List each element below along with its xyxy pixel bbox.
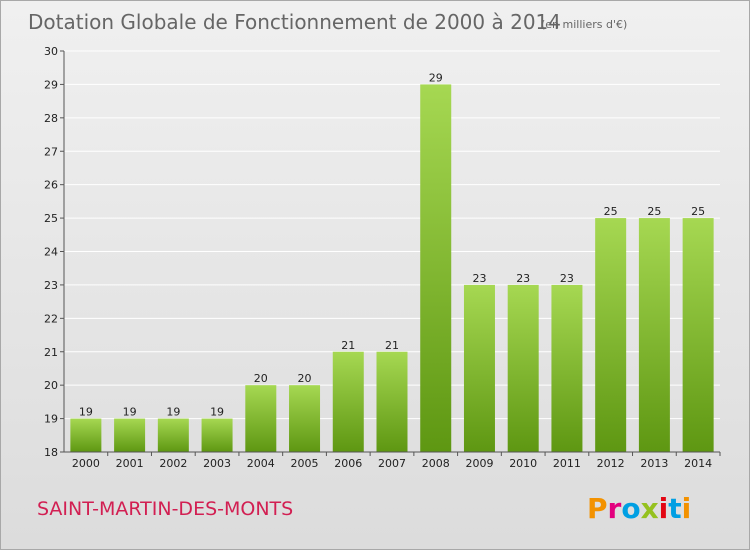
x-axis-ticks: 2000 2001 2002 2003 2004 2005 2006 2007 2008 2009… [72, 452, 721, 470]
y-tick-label: 25 [44, 212, 58, 225]
bar [420, 84, 452, 453]
bar [507, 284, 539, 452]
data-label: 19 [123, 406, 137, 419]
x-tick-label: 2014 [684, 457, 712, 470]
data-label: 19 [79, 406, 93, 419]
x-tick-label: 2009 [465, 457, 493, 470]
x-tick-label: 2001 [116, 457, 144, 470]
bar [376, 351, 408, 452]
data-label: 25 [604, 205, 618, 218]
bar [70, 418, 102, 452]
y-tick-label: 29 [44, 78, 58, 91]
data-labels: 19 19 19 19 20 20 21 21 29 23 23 23 25 25 25 [79, 71, 705, 418]
data-label: 21 [341, 339, 355, 352]
y-tick-label: 27 [44, 145, 58, 158]
bar [245, 385, 277, 452]
data-label: 21 [385, 339, 399, 352]
bar [289, 385, 321, 452]
bar [595, 218, 627, 452]
commune-name: SAINT-MARTIN-DES-MONTS [37, 498, 293, 520]
bar [551, 284, 583, 452]
y-tick-label: 18 [44, 446, 58, 459]
y-tick-label: 26 [44, 179, 58, 192]
data-label: 23 [472, 272, 486, 285]
chart-title: Dotation Globale de Fonctionnement de 20… [28, 10, 561, 34]
data-label: 19 [166, 406, 180, 419]
x-tick-label: 2011 [553, 457, 581, 470]
y-axis-ticks: 18 19 20 21 22 23 24 25 26 27 28 29 30 [44, 45, 64, 459]
data-label: 29 [429, 71, 443, 84]
proxiti-wordmark: Proxiti [587, 492, 691, 524]
y-tick-label: 22 [44, 312, 58, 325]
bar [114, 418, 146, 452]
data-label: 20 [254, 372, 268, 385]
x-tick-label: 2000 [72, 457, 100, 470]
x-tick-label: 2002 [159, 457, 187, 470]
bar [332, 351, 364, 452]
y-tick-label: 28 [44, 112, 58, 125]
bar [463, 284, 495, 452]
bar [638, 218, 670, 452]
data-label: 25 [691, 205, 705, 218]
x-tick-label: 2007 [378, 457, 406, 470]
bars [70, 84, 714, 453]
bar [682, 218, 714, 452]
bar [157, 418, 189, 452]
y-tick-label: 23 [44, 279, 58, 292]
x-tick-label: 2008 [422, 457, 450, 470]
y-tick-label: 20 [44, 379, 58, 392]
x-tick-label: 2006 [334, 457, 362, 470]
y-tick-label: 24 [44, 246, 58, 259]
grid-lines [64, 50, 720, 420]
x-tick-label: 2003 [203, 457, 231, 470]
data-label: 25 [647, 205, 661, 218]
data-label: 20 [298, 372, 312, 385]
y-tick-label: 19 [44, 413, 58, 426]
data-label: 23 [560, 272, 574, 285]
x-tick-label: 2013 [640, 457, 668, 470]
x-tick-label: 2004 [247, 457, 275, 470]
x-tick-label: 2010 [509, 457, 537, 470]
proxiti-logo: Proxiti [587, 492, 691, 524]
y-tick-label: 21 [44, 346, 58, 359]
x-tick-label: 2012 [597, 457, 625, 470]
y-tick-label: 30 [44, 45, 58, 58]
bar [201, 418, 233, 452]
chart-subtitle: (en milliers d'€) [541, 18, 627, 31]
x-tick-label: 2005 [291, 457, 319, 470]
data-label: 23 [516, 272, 530, 285]
data-label: 19 [210, 406, 224, 419]
